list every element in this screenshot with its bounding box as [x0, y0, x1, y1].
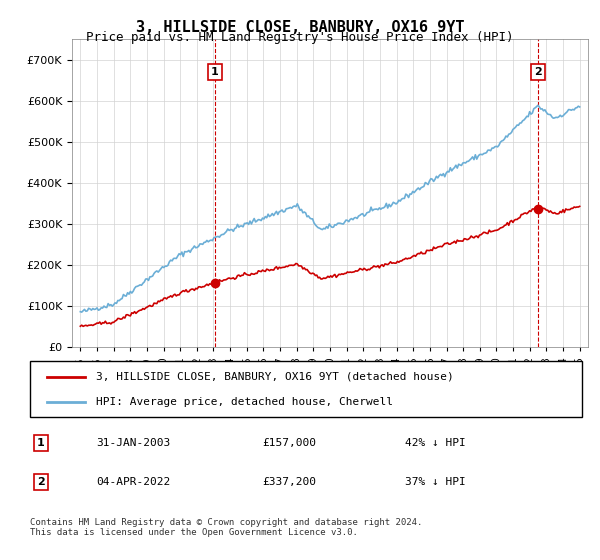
Text: HPI: Average price, detached house, Cherwell: HPI: Average price, detached house, Cher…	[96, 396, 393, 407]
Text: £157,000: £157,000	[262, 438, 316, 448]
Text: 2: 2	[37, 477, 45, 487]
Text: 1: 1	[211, 67, 218, 77]
Text: Price paid vs. HM Land Registry's House Price Index (HPI): Price paid vs. HM Land Registry's House …	[86, 31, 514, 44]
Text: 3, HILLSIDE CLOSE, BANBURY, OX16 9YT (detached house): 3, HILLSIDE CLOSE, BANBURY, OX16 9YT (de…	[96, 372, 454, 382]
Text: 31-JAN-2003: 31-JAN-2003	[96, 438, 170, 448]
Text: 2: 2	[534, 67, 542, 77]
Text: 42% ↓ HPI: 42% ↓ HPI	[406, 438, 466, 448]
Text: 37% ↓ HPI: 37% ↓ HPI	[406, 477, 466, 487]
Text: 3, HILLSIDE CLOSE, BANBURY, OX16 9YT: 3, HILLSIDE CLOSE, BANBURY, OX16 9YT	[136, 20, 464, 35]
FancyBboxPatch shape	[30, 361, 582, 417]
Text: £337,200: £337,200	[262, 477, 316, 487]
Text: Contains HM Land Registry data © Crown copyright and database right 2024.
This d: Contains HM Land Registry data © Crown c…	[30, 518, 422, 538]
Text: 04-APR-2022: 04-APR-2022	[96, 477, 170, 487]
Text: 1: 1	[37, 438, 45, 448]
